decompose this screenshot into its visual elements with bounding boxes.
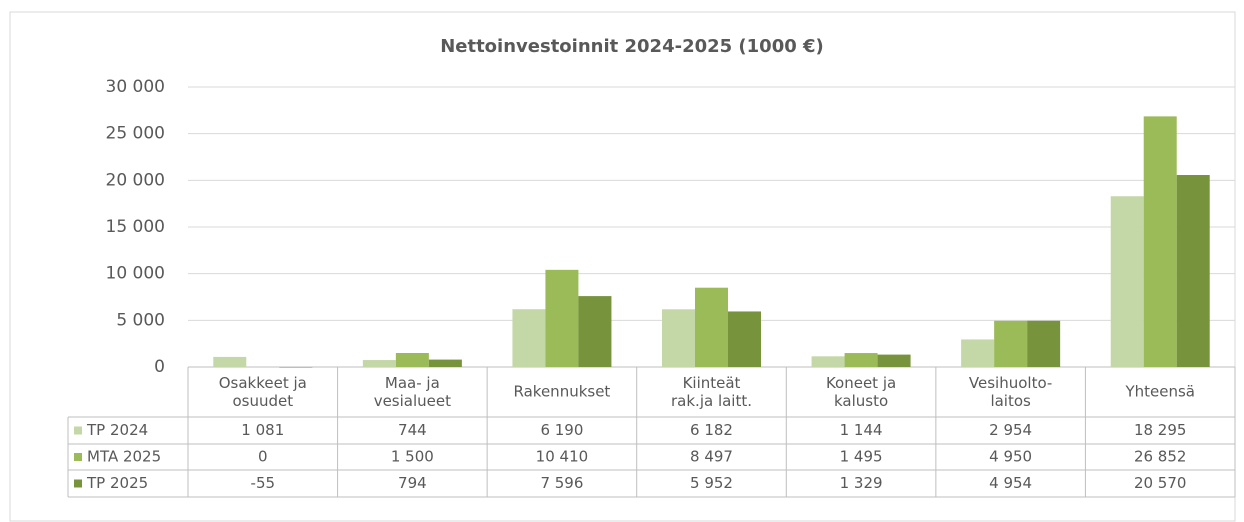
data-label: 1 495 xyxy=(840,448,883,466)
data-label: 6 182 xyxy=(690,421,733,439)
bar xyxy=(578,296,612,367)
data-label: 26 852 xyxy=(1134,448,1187,466)
data-label: 1 500 xyxy=(391,448,434,466)
y-tick-label: 15 000 xyxy=(106,217,165,237)
x-tick-label: Rakennukset xyxy=(514,383,611,401)
x-tick-label: Osakkeet ja osuudet xyxy=(219,374,307,410)
data-label: 744 xyxy=(398,421,427,439)
data-label: 0 xyxy=(258,448,268,466)
bar xyxy=(728,311,761,367)
bar xyxy=(877,354,911,367)
x-tick-label: Vesihuolto-laitos xyxy=(969,374,1052,410)
bar xyxy=(213,356,247,367)
bar xyxy=(428,359,462,367)
data-label: 5 952 xyxy=(690,474,733,492)
y-tick-label: 10 000 xyxy=(106,264,165,284)
bar xyxy=(961,339,995,367)
bar xyxy=(512,309,546,367)
data-label: 2 954 xyxy=(989,421,1032,439)
bar xyxy=(395,353,429,367)
data-label: 794 xyxy=(398,474,427,492)
data-label: 18 295 xyxy=(1134,421,1187,439)
bar xyxy=(1176,175,1210,367)
x-tick-label: Yhteensä xyxy=(1124,383,1195,401)
data-label: 1 144 xyxy=(840,421,883,439)
data-label: 1 081 xyxy=(241,421,284,439)
y-tick-label: 30 000 xyxy=(106,77,165,97)
x-tick-label: Koneet ja kalusto xyxy=(826,374,896,410)
chart-title: Nettoinvestoinnit 2024-2025 (1000 €) xyxy=(440,36,824,57)
data-label: 4 950 xyxy=(989,448,1032,466)
data-label: 6 190 xyxy=(540,421,583,439)
data-label: -55 xyxy=(251,474,276,492)
legend-swatch xyxy=(74,453,82,461)
y-tick-label: 5 000 xyxy=(116,310,165,330)
data-label: 8 497 xyxy=(690,448,733,466)
bar xyxy=(695,287,728,367)
bar xyxy=(1027,320,1061,367)
bar xyxy=(811,356,845,367)
data-label: 1 329 xyxy=(840,474,883,492)
y-tick-label: 20 000 xyxy=(106,170,165,190)
chart-frame xyxy=(9,11,1236,522)
bar xyxy=(662,309,695,367)
bar xyxy=(279,367,313,368)
y-tick-label: 25 000 xyxy=(106,124,165,144)
bar xyxy=(545,269,579,367)
legend-label: TP 2024 xyxy=(86,421,148,439)
x-tick-label: Kiinteät rak.ja laitt. xyxy=(671,374,752,410)
legend-swatch xyxy=(74,426,82,435)
data-label: 10 410 xyxy=(536,448,589,466)
bar xyxy=(1143,116,1177,367)
legend-swatch xyxy=(74,479,82,488)
data-label: 20 570 xyxy=(1134,474,1187,492)
bar xyxy=(362,360,396,367)
legend-label: TP 2025 xyxy=(86,474,148,492)
data-label: 4 954 xyxy=(989,474,1032,492)
x-tick-label: Maa- ja vesialueet xyxy=(374,374,451,410)
y-tick-label: 0 xyxy=(154,357,165,377)
bar xyxy=(1110,196,1144,367)
bar xyxy=(844,353,878,367)
bar xyxy=(994,320,1028,367)
legend-label: MTA 2025 xyxy=(87,448,161,466)
data-label: 7 596 xyxy=(540,474,583,492)
